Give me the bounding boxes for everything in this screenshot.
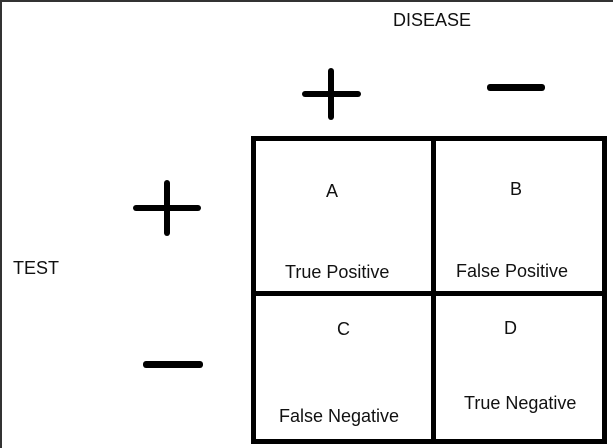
test-positive-plus-icon xyxy=(133,180,201,236)
cell-c-label: False Negative xyxy=(279,406,400,426)
cell-a-label: True Positive xyxy=(285,262,390,282)
disease-negative-minus-icon xyxy=(487,84,545,91)
disease-axis-title: DISEASE xyxy=(393,10,472,30)
contingency-table: A True Positive B False Positive C False… xyxy=(251,136,607,444)
test-axis-title: TEST xyxy=(13,258,60,278)
grid-horizontal-divider xyxy=(256,291,602,296)
grid-vertical-divider xyxy=(431,141,436,439)
cell-a-letter: A xyxy=(326,181,339,201)
cell-b-letter: B xyxy=(510,179,523,199)
cell-c-letter: C xyxy=(337,319,350,339)
cell-b-label: False Positive xyxy=(456,261,569,281)
test-negative-minus-icon xyxy=(143,361,203,368)
disease-positive-plus-icon xyxy=(302,68,361,120)
cell-d-label: True Negative xyxy=(464,393,577,413)
cell-d-letter: D xyxy=(504,318,517,338)
